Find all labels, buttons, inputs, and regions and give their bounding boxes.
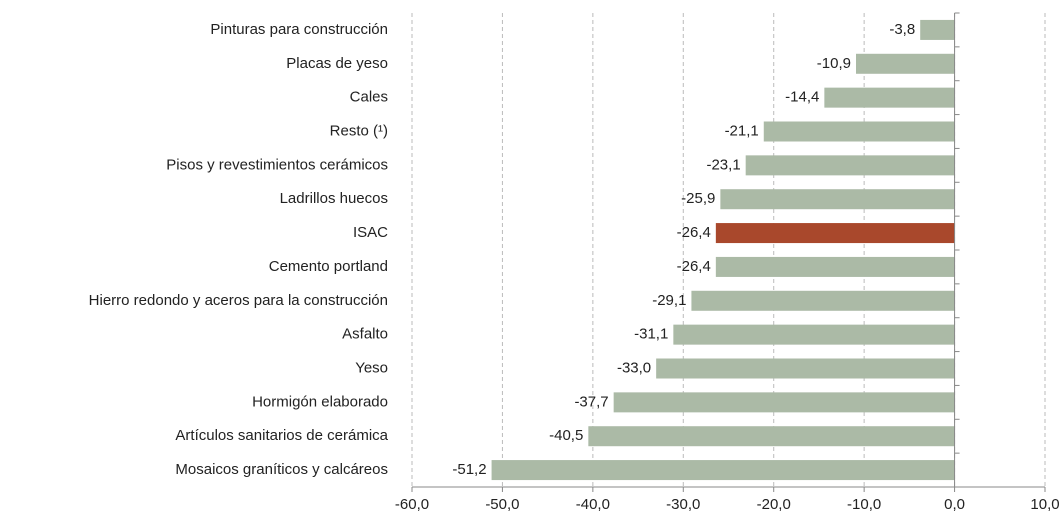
value-label: -40,5 [549, 427, 583, 444]
bar [673, 324, 955, 345]
value-label: -26,4 [677, 258, 711, 275]
x-tick-label: -30,0 [666, 496, 700, 513]
value-label: -51,2 [452, 461, 486, 478]
x-tick-label: 0,0 [944, 496, 965, 513]
value-label: -21,1 [725, 122, 759, 139]
value-label: -33,0 [617, 359, 651, 376]
value-label: -14,4 [785, 89, 819, 106]
y-tick-label: Hierro redondo y aceros para la construc… [89, 292, 388, 309]
y-tick-label: Placas de yeso [286, 55, 388, 72]
y-tick-label: Mosaicos graníticos y calcáreos [175, 461, 388, 478]
y-tick-label: Artículos sanitarios de cerámica [175, 427, 388, 444]
y-tick-label: Hormigón elaborado [252, 393, 388, 410]
bar [715, 223, 955, 244]
bar [856, 53, 955, 74]
value-label: -10,9 [817, 55, 851, 72]
y-tick-label: Ladrillos huecos [280, 190, 388, 207]
x-tick-label: -20,0 [757, 496, 791, 513]
y-tick-label: Pisos y revestimientos cerámicos [166, 156, 388, 173]
x-tick-label: 10,0 [1030, 496, 1059, 513]
x-tick-label: -40,0 [576, 496, 610, 513]
y-tick-label: Asfalto [342, 326, 388, 343]
bar [824, 87, 955, 108]
y-tick-label: Pinturas para construcción [210, 21, 388, 38]
bar [691, 290, 955, 311]
value-label: -29,1 [652, 292, 686, 309]
bar [720, 189, 955, 210]
bar [763, 121, 955, 142]
x-tick-label: -60,0 [395, 496, 429, 513]
bar [613, 392, 955, 413]
bar [745, 155, 955, 176]
value-label: -23,1 [706, 156, 740, 173]
value-label: -37,7 [574, 393, 608, 410]
value-label: -25,9 [681, 190, 715, 207]
bar [715, 256, 955, 277]
bar [656, 358, 955, 379]
x-tick-label: -50,0 [485, 496, 519, 513]
y-tick-label: Cales [350, 89, 388, 106]
value-label: -31,1 [634, 326, 668, 343]
y-tick-label: Cemento portland [269, 258, 388, 275]
value-label: -26,4 [677, 224, 711, 241]
value-label: -3,8 [889, 21, 915, 38]
bar [491, 460, 955, 481]
x-tick-label: -10,0 [847, 496, 881, 513]
y-tick-label: Yeso [355, 359, 388, 376]
bar [588, 426, 955, 447]
y-tick-label: ISAC [353, 224, 388, 241]
y-tick-label: Resto (¹) [330, 122, 388, 139]
bar [920, 19, 955, 40]
